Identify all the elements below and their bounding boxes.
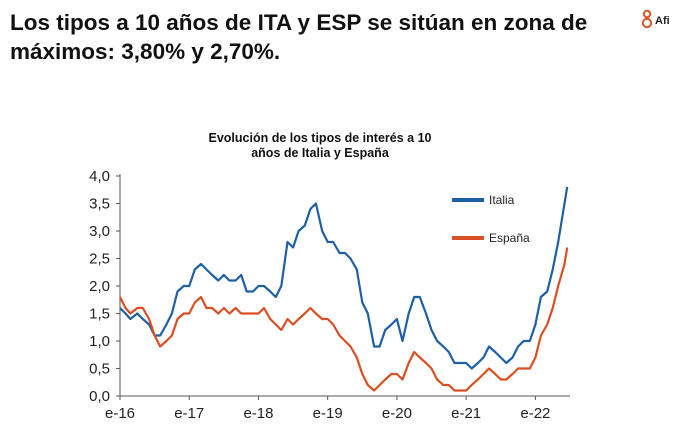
y-tick-label: 1,5 xyxy=(89,306,110,323)
afi-logo-icon xyxy=(641,9,653,29)
x-tick-label: e-21 xyxy=(451,405,481,422)
y-tick-label: 2,0 xyxy=(89,278,110,295)
x-tick-label: e-17 xyxy=(174,405,204,422)
x-tick-label: e-16 xyxy=(105,405,135,422)
series-line-espana xyxy=(119,247,569,392)
y-tick-label: 1,0 xyxy=(89,333,110,350)
afi-logo: Afi xyxy=(641,9,670,29)
y-tick-label: 0,5 xyxy=(89,361,110,378)
x-tick-label: e-19 xyxy=(313,405,343,422)
legend-label-espana: España xyxy=(489,231,530,245)
chart-title-line: años de Italia y España xyxy=(251,146,390,160)
x-tick-label: e-18 xyxy=(243,405,273,422)
series-line-italia xyxy=(119,186,569,370)
legend-label-italia: Italia xyxy=(489,193,515,207)
y-tick-label: 0,0 xyxy=(89,388,110,405)
y-tick-label: 4,0 xyxy=(89,168,110,185)
afi-logo-text: Afi xyxy=(655,15,670,27)
chart-title-line: Evolución de los tipos de interés a 10 xyxy=(209,131,432,145)
x-tick-label: e-20 xyxy=(382,405,412,422)
y-tick-label: 3,0 xyxy=(89,223,110,240)
y-tick-label: 3,5 xyxy=(89,196,110,213)
x-tick-label: e-22 xyxy=(520,405,550,422)
y-tick-label: 2,5 xyxy=(89,251,110,268)
slide-title: Los tipos a 10 años de ITA y ESP se sitú… xyxy=(10,10,588,64)
